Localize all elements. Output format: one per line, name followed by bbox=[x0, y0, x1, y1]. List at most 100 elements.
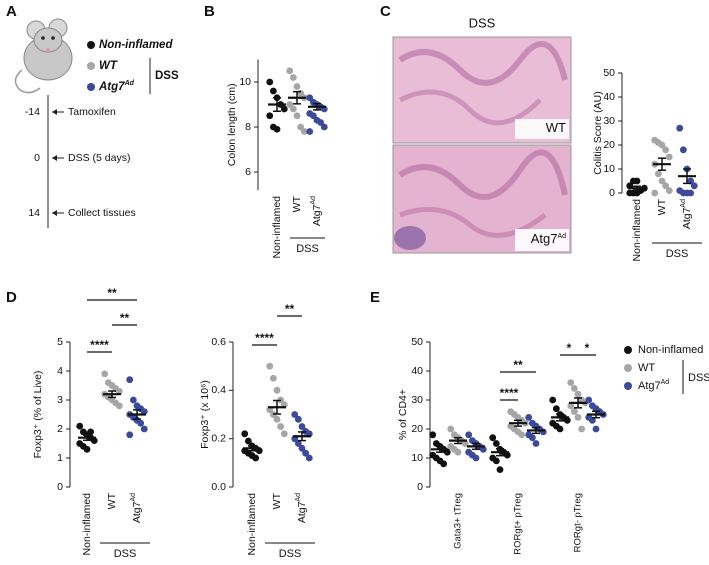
x-tick-label: RORgt- pTreg bbox=[573, 493, 584, 552]
y-tick-label: 4 bbox=[57, 365, 63, 377]
x-tick-label-sup: Ad bbox=[130, 493, 137, 502]
y-tick-label: 0.6 bbox=[211, 336, 226, 348]
data-point bbox=[570, 385, 578, 392]
data-point bbox=[137, 419, 145, 427]
event-label: Tamoxifen bbox=[68, 106, 116, 118]
sig-label: **** bbox=[90, 338, 109, 352]
data-point bbox=[300, 128, 308, 135]
data-point bbox=[297, 123, 305, 131]
panel-label: B bbox=[204, 3, 215, 20]
group-label: DSS bbox=[688, 372, 709, 384]
data-point bbox=[115, 387, 123, 395]
data-point bbox=[306, 94, 314, 102]
data-point bbox=[140, 425, 148, 433]
x-tick-label: Non-inflamed bbox=[631, 199, 643, 262]
group-label: DSS bbox=[666, 248, 689, 260]
data-point bbox=[567, 379, 575, 386]
data-point bbox=[126, 431, 134, 439]
legend-dot bbox=[624, 382, 632, 390]
data-point bbox=[309, 112, 317, 120]
sig-label: **** bbox=[255, 331, 274, 345]
data-point bbox=[528, 434, 536, 442]
y-tick-label: 10 bbox=[411, 452, 423, 464]
data-point bbox=[658, 141, 666, 149]
x-tick-label-base: Atg7 bbox=[131, 501, 143, 523]
legend-label-base: WT bbox=[99, 60, 118, 72]
x-tick-label: Gata3+ tTreg bbox=[453, 493, 464, 549]
histology-label-sup: Ad bbox=[557, 233, 566, 240]
legend-label: WT bbox=[99, 60, 118, 72]
histology-label-base: WT bbox=[546, 120, 566, 135]
x-tick-label: WT bbox=[656, 198, 668, 215]
legend-dot bbox=[87, 62, 95, 70]
event-label: DSS (5 days) bbox=[68, 152, 130, 164]
legend-label-base: Atg7 bbox=[98, 81, 125, 93]
sig-label: * bbox=[567, 341, 572, 355]
data-point bbox=[266, 78, 274, 86]
x-tick-label: Atg7Ad bbox=[130, 493, 142, 523]
data-point bbox=[472, 454, 480, 462]
legend-label-base: Non-inflamed bbox=[638, 344, 703, 356]
data-point bbox=[90, 437, 98, 444]
data-point bbox=[549, 396, 557, 404]
x-tick-label: Atg7Ad bbox=[295, 493, 307, 523]
data-point bbox=[567, 402, 575, 410]
legend-label-sup: Ad bbox=[124, 80, 135, 87]
y-tick-label: 50 bbox=[603, 67, 615, 79]
data-point bbox=[252, 454, 260, 462]
panel-label: E bbox=[370, 289, 380, 306]
x-tick-label-base: WT bbox=[291, 195, 303, 212]
x-tick-label: Non-inflamed bbox=[81, 493, 93, 556]
x-tick-label-sup: Ad bbox=[295, 493, 302, 502]
data-point bbox=[651, 189, 659, 197]
x-tick-label: WT bbox=[106, 492, 118, 509]
histology-title: DSS bbox=[469, 15, 496, 30]
x-tick-label-base: WT bbox=[106, 492, 118, 509]
data-point bbox=[286, 101, 294, 108]
data-point bbox=[443, 448, 451, 456]
data-point bbox=[293, 83, 301, 90]
data-point bbox=[241, 430, 249, 438]
data-point bbox=[289, 105, 297, 113]
legend-label: Atg7Ad bbox=[638, 379, 669, 392]
data-point bbox=[492, 440, 500, 447]
data-point bbox=[489, 434, 497, 442]
data-point bbox=[273, 386, 281, 394]
x-tick-label: Atg7Ad bbox=[310, 196, 322, 226]
data-point bbox=[273, 415, 281, 423]
data-point bbox=[277, 423, 285, 430]
x-tick-label: Atg7Ad bbox=[680, 199, 692, 229]
data-point bbox=[479, 445, 487, 453]
data-point bbox=[289, 74, 297, 81]
x-tick-label-base: Non-inflamed bbox=[81, 493, 93, 556]
x-tick-label-base: Non-inflamed bbox=[271, 196, 283, 259]
data-point bbox=[280, 105, 288, 113]
sig-label: ** bbox=[107, 286, 117, 300]
data-point bbox=[633, 177, 641, 185]
legend-label-base: WT bbox=[638, 362, 655, 374]
y-tick-label: 30 bbox=[603, 115, 615, 127]
y-axis-label: Colon length (cm) bbox=[226, 83, 238, 166]
y-tick-label: 0.0 bbox=[211, 481, 226, 493]
data-point bbox=[662, 182, 670, 190]
data-point bbox=[654, 170, 662, 178]
data-point bbox=[574, 390, 582, 398]
data-point bbox=[320, 123, 328, 131]
data-point bbox=[429, 431, 437, 439]
sig-label: * bbox=[585, 341, 590, 355]
data-point bbox=[532, 440, 540, 447]
histology-label-base: Atg7 bbox=[531, 231, 558, 246]
data-point bbox=[665, 187, 673, 195]
panel-label: A bbox=[6, 3, 17, 20]
y-tick-label: 0 bbox=[609, 187, 615, 199]
y-tick-label: 5 bbox=[57, 336, 63, 348]
data-point bbox=[665, 153, 673, 161]
data-point bbox=[273, 125, 281, 133]
y-tick-label: 2 bbox=[57, 423, 63, 435]
data-point bbox=[101, 370, 109, 378]
panel-label: C bbox=[380, 3, 391, 20]
data-point bbox=[440, 460, 448, 468]
y-tick-label: 10 bbox=[603, 163, 615, 175]
y-tick-label: 6 bbox=[245, 166, 251, 178]
data-point bbox=[286, 67, 294, 75]
